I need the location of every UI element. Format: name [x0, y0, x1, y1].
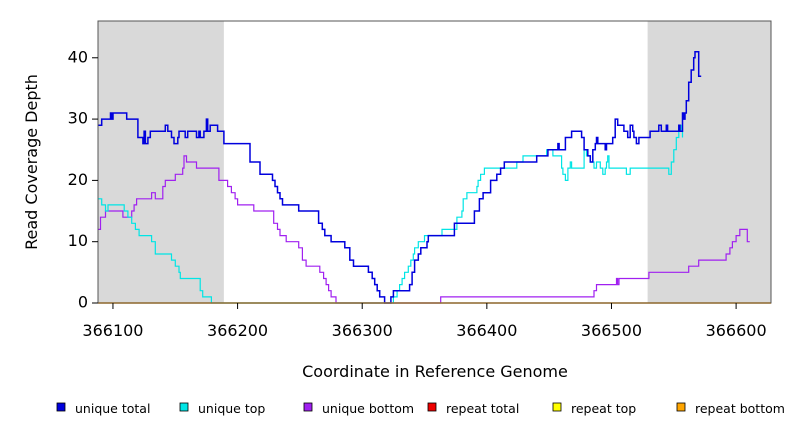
legend-swatch [56, 402, 66, 412]
legend-item-ut: unique total [56, 401, 150, 416]
legend-swatch [552, 402, 562, 412]
x-tick-label: 366100 [82, 321, 143, 340]
y-tick-label: 40 [68, 47, 88, 66]
x-axis: 366100 366200 366300 366400 366500 366600 [82, 303, 767, 340]
legend-item-utop: unique top [179, 401, 265, 416]
x-tick-label: 366200 [207, 321, 268, 340]
legend-swatch [427, 402, 437, 412]
legend-label: unique total [75, 401, 150, 416]
x-tick-label: 366500 [581, 321, 642, 340]
legend-label: repeat bottom [695, 401, 785, 416]
series-utop-line [98, 124, 684, 304]
y-tick-label: 20 [68, 170, 88, 189]
shaded-regions [98, 21, 771, 303]
x-axis-title: Coordinate in Reference Genome [302, 362, 568, 381]
legend-label: repeat total [446, 401, 519, 416]
legend-item-ub: unique bottom [303, 401, 414, 416]
y-axis: 0 10 20 30 40 [68, 47, 98, 312]
legend-swatch [676, 402, 686, 412]
shaded-region-2 [647, 21, 771, 303]
legend-label: unique top [198, 401, 265, 416]
x-tick-label: 366300 [332, 321, 393, 340]
legend-swatch [303, 402, 313, 412]
legend-item-rb: repeat bottom [676, 401, 785, 416]
legend-swatch [179, 402, 189, 412]
plot-frame [97, 20, 772, 304]
y-tick-label: 10 [68, 231, 88, 250]
shaded-region-1 [98, 21, 224, 303]
y-tick-label: 30 [68, 109, 88, 128]
legend-item-rtop: repeat top [552, 401, 636, 416]
x-tick-label: 366600 [706, 321, 767, 340]
legend-item-rt: repeat total [427, 401, 519, 416]
y-tick-label: 0 [78, 293, 88, 312]
legend-label: unique bottom [322, 401, 414, 416]
legend: unique total unique top unique bottom repea… [56, 401, 785, 416]
x-tick-label: 366400 [456, 321, 517, 340]
legend-label: repeat top [571, 401, 636, 416]
series-ub-line [98, 155, 750, 304]
y-axis-title: Read Coverage Depth [22, 74, 41, 250]
series-ut-line [98, 50, 702, 304]
